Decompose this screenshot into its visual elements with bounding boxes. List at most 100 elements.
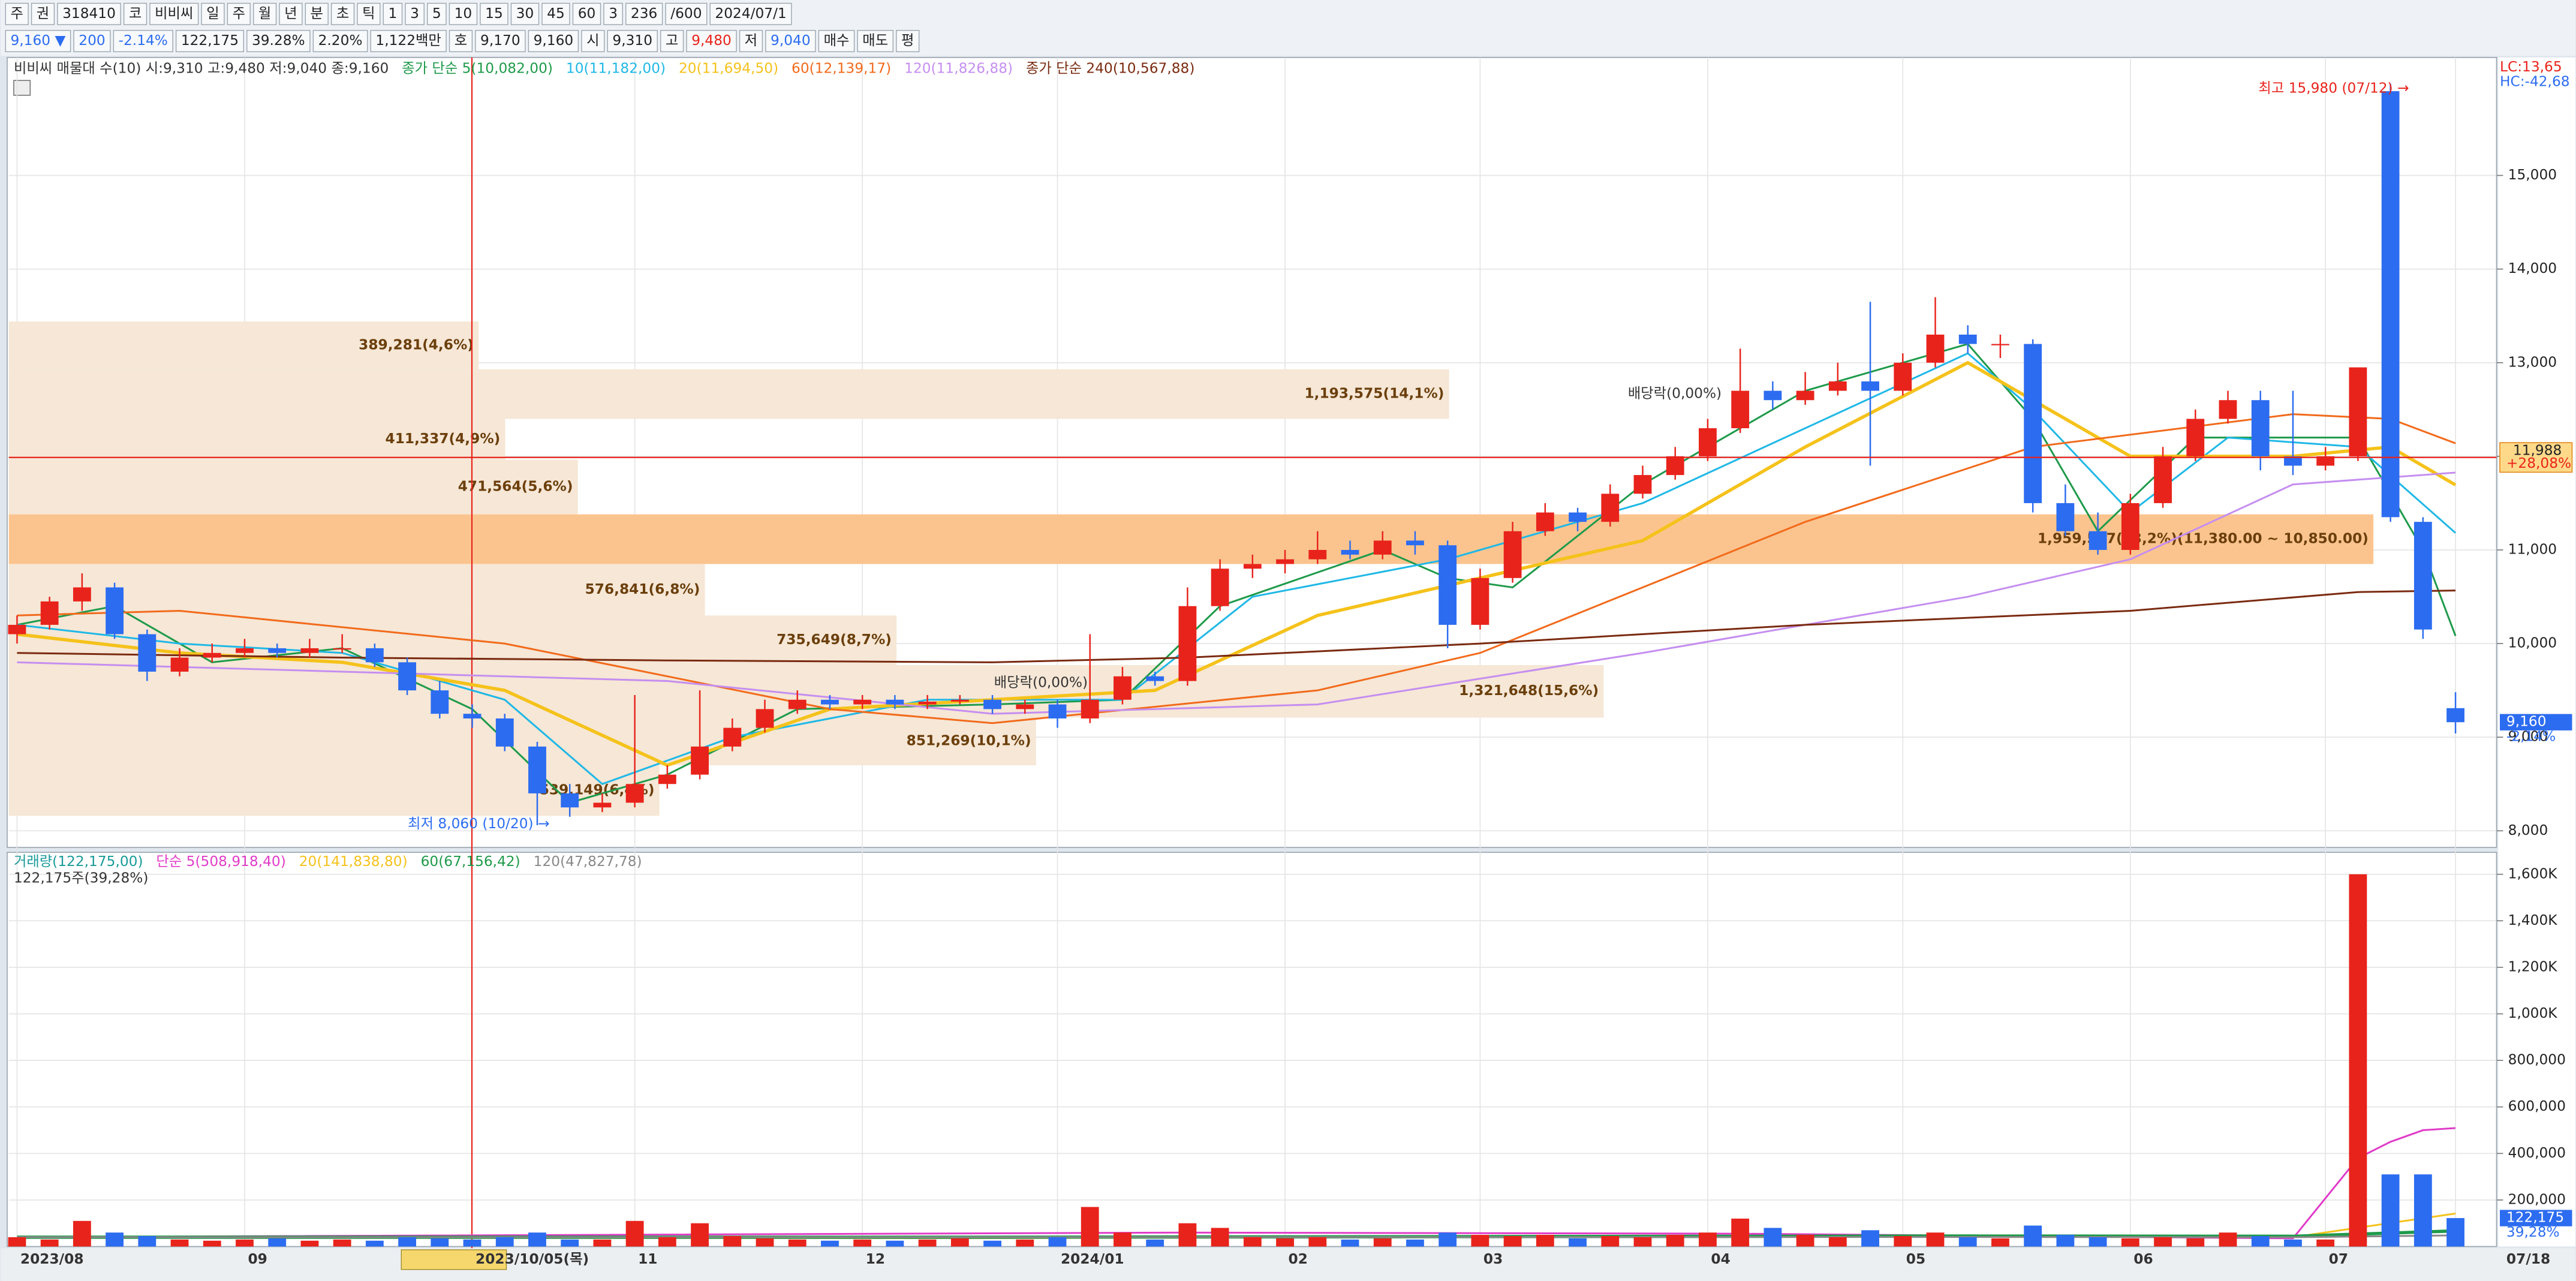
toolbar-button[interactable] [449,2,478,25]
toolbar-text[interactable]: 평 [901,32,914,49]
toolbar-text[interactable]: 년 [284,5,297,22]
toolbar-button[interactable] [510,2,540,25]
volume-bar [2381,1174,2400,1247]
toolbar-text[interactable]: 분 [311,5,323,22]
toolbar-button[interactable] [330,2,355,25]
toolbar-button[interactable] [528,29,579,52]
toolbar-text[interactable]: 주 [233,5,245,22]
toolbar-text[interactable]: 9,480 [691,32,732,49]
toolbar-text[interactable]: 매수 [824,32,850,49]
toolbar-text[interactable]: 9,160 [534,32,574,49]
toolbar-text[interactable]: 3 [410,5,419,22]
toolbar-text[interactable]: 시 [586,32,599,49]
toolbar-button[interactable] [175,29,244,52]
toolbar-button[interactable] [857,29,894,52]
toolbar-button[interactable] [149,2,199,25]
toolbar-button[interactable] [253,2,277,25]
candle-body [821,699,839,705]
toolbar-button[interactable] [370,29,447,52]
toolbar-button[interactable] [607,29,658,52]
toolbar-text[interactable]: 2.20% [318,32,363,49]
toolbar-text[interactable]: 15 [485,5,503,22]
toolbar-text[interactable]: 318410 [62,5,116,22]
toolbar-text[interactable]: 호 [455,32,467,49]
toolbar-text[interactable]: -2.14% [119,32,168,49]
toolbar-button[interactable] [201,2,225,25]
toolbar-text[interactable]: 1,122백만 [375,32,441,49]
toolbar-text[interactable]: 5 [432,5,441,22]
toolbar-text[interactable]: 39.28% [252,32,305,49]
toolbar-button[interactable] [709,2,792,25]
toolbar-text[interactable]: 3 [609,5,618,22]
toolbar-text[interactable]: 고 [666,32,678,49]
volume-bar [2251,1236,2270,1247]
toolbar-text[interactable]: 200 [79,32,105,49]
toolbar-button[interactable] [625,2,663,25]
toolbar-button[interactable] [603,2,623,25]
toolbar-button[interactable] [660,29,684,52]
toolbar-button[interactable] [449,29,473,52]
toolbar-button[interactable] [818,29,855,52]
toolbar-button[interactable] [896,29,920,52]
toolbar-button[interactable] [57,2,121,25]
toolbar-button[interactable] [427,2,447,25]
toolbar-button[interactable] [227,2,251,25]
y-tick-label: 8,000 [2508,822,2548,838]
toolbar-text[interactable]: 122,175 [181,32,239,49]
toolbar-text[interactable]: 9,160 ▼ [10,32,65,49]
toolbar-text[interactable]: 236 [631,5,657,22]
toolbar-text[interactable]: 비비씨 [155,5,193,22]
toolbar-button[interactable] [113,29,173,52]
toolbar-button[interactable] [686,29,737,52]
toolbar-text[interactable]: 코 [129,5,142,22]
toolbar-button[interactable] [246,29,311,52]
volume-bar [1666,1235,1684,1247]
toolbar-text[interactable]: 45 [547,5,565,22]
toolbar-button[interactable] [5,29,71,52]
toolbar-text[interactable]: 주 [10,5,23,22]
toolbar-text[interactable]: 일 [206,5,219,22]
toolbar-text[interactable]: 초 [336,5,349,22]
toolbar-button[interactable] [383,2,403,25]
toolbar-text[interactable]: /600 [670,5,702,22]
toolbar-text[interactable]: 1 [388,5,397,22]
toolbar-button[interactable] [5,2,29,25]
panel-button[interactable] [13,80,31,96]
toolbar-text[interactable]: 9,170 [480,32,520,49]
volume-bar [106,1232,124,1247]
toolbar-button[interactable] [73,29,111,52]
toolbar-button[interactable] [357,2,381,25]
toolbar-button[interactable] [765,29,816,52]
toolbar-button[interactable] [279,2,303,25]
toolbar-button[interactable] [123,2,148,25]
toolbar-text[interactable]: 2024/07/1 [715,5,786,22]
toolbar-button[interactable] [480,2,508,25]
toolbar-text[interactable]: 30 [516,5,534,22]
candle-body [1016,704,1034,709]
toolbar-text[interactable]: 틱 [362,5,375,22]
toolbar-button[interactable] [665,2,708,25]
x-tick-label: 03 [1483,1251,1503,1267]
toolbar-text[interactable]: 9,040 [771,32,811,49]
toolbar-button[interactable] [572,2,601,25]
toolbar-text[interactable]: 60 [578,5,596,22]
toolbar-text[interactable]: 월 [258,5,271,22]
toolbar-text[interactable]: 권 [37,5,49,22]
toolbar-button[interactable] [739,29,763,52]
volume-bar [886,1240,904,1247]
toolbar-text[interactable]: 저 [745,32,757,49]
candle-body [593,802,612,808]
candle-body [268,648,287,653]
toolbar-button[interactable] [31,2,55,25]
toolbar-text[interactable]: 10 [455,5,473,22]
toolbar-button[interactable] [305,2,329,25]
toolbar-text[interactable]: 매도 [862,32,888,49]
toolbar-button[interactable] [475,29,526,52]
volume-bar [1211,1228,1229,1247]
toolbar-button[interactable] [312,29,368,52]
toolbar-button[interactable] [405,2,425,25]
toolbar-button[interactable] [581,29,605,52]
toolbar-text[interactable]: 9,310 [612,32,652,49]
profile-bar [8,459,578,515]
toolbar-button[interactable] [541,2,570,25]
